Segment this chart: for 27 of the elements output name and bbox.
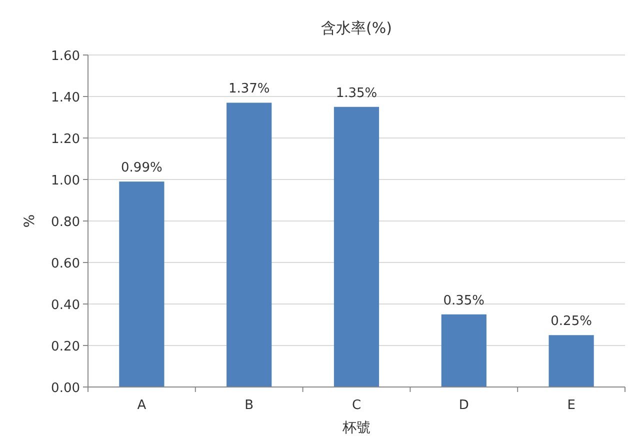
x-tick-label: D bbox=[458, 398, 469, 413]
y-axis-title: % bbox=[22, 214, 38, 228]
data-label: 0.35% bbox=[443, 293, 485, 308]
x-tick-label: A bbox=[137, 398, 146, 413]
y-tick-label: 0.00 bbox=[51, 381, 80, 396]
y-tick-label: 0.20 bbox=[51, 340, 80, 354]
chart-title: 含水率(%) bbox=[321, 19, 392, 37]
y-tick-label: 1.40 bbox=[51, 90, 80, 106]
bar bbox=[119, 182, 164, 387]
data-label: 1.37% bbox=[228, 82, 270, 97]
x-tick-label: C bbox=[352, 398, 362, 413]
y-tick-label: 1.60 bbox=[51, 49, 80, 64]
bar bbox=[548, 335, 594, 387]
bar bbox=[226, 102, 272, 387]
y-tick-label: 1.00 bbox=[51, 174, 80, 188]
x-tick-label: E bbox=[567, 398, 576, 413]
data-label: 1.35% bbox=[336, 86, 378, 101]
x-axis-title: 杯號 bbox=[342, 420, 370, 436]
y-tick-label: 0.80 bbox=[51, 215, 80, 230]
y-tick-label: 0.60 bbox=[51, 256, 80, 272]
data-label: 0.99% bbox=[121, 160, 162, 176]
y-tick-label: 0.40 bbox=[51, 298, 80, 313]
x-tick-label: B bbox=[244, 398, 254, 413]
y-tick-label: 1.20 bbox=[51, 132, 80, 147]
data-label: 0.25% bbox=[550, 314, 592, 330]
bar bbox=[334, 106, 380, 387]
bar bbox=[441, 314, 486, 387]
